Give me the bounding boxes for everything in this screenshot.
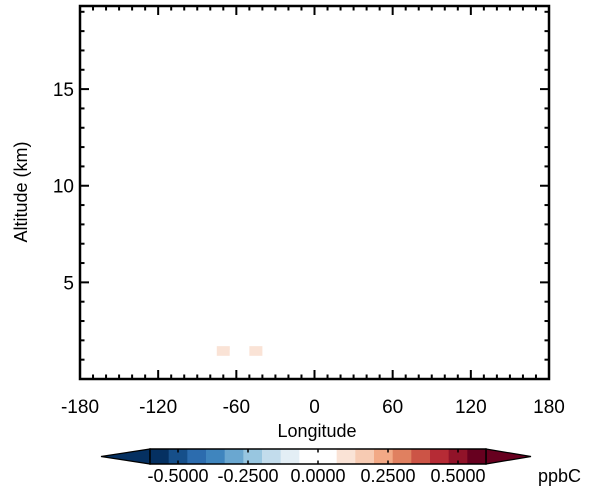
heatmap-cell-1 <box>223 336 230 379</box>
x-tick-label: 120 <box>455 397 487 418</box>
colorbar-tick-label: 0.2500 <box>360 466 415 486</box>
x-tick-label: 0 <box>309 397 320 418</box>
colorbar-tick-label: 0.5000 <box>430 466 485 486</box>
x-tick-label: 60 <box>382 397 403 418</box>
colorbar-swatch-8 <box>299 449 319 464</box>
x-tick-label: 180 <box>533 397 565 418</box>
heatmap-cell-4 <box>236 353 243 379</box>
colorbar-swatch-12 <box>374 449 394 464</box>
y-axis-title: Altitude (km) <box>11 141 31 242</box>
colorbar-over-extension <box>485 448 532 465</box>
colorbar: -0.5000 -0.2500 0.0000 0.2500 0.5000 <box>100 448 532 486</box>
axis-ticks <box>79 6 550 379</box>
colorbar-swatch-9 <box>318 449 338 464</box>
heatmap-cell-7 <box>255 336 263 379</box>
y-tick-label: 15 <box>53 80 74 101</box>
colorbar-under-extension <box>100 448 151 465</box>
x-tick-label: -60 <box>223 397 250 418</box>
axis-tick-labels: -180 -120 -60 0 60 120 180 5 10 15 <box>53 80 565 418</box>
x-axis-title: Longitude <box>277 421 356 441</box>
heatmap-cell-2 <box>216 346 230 356</box>
colorbar-swatch-11 <box>355 449 375 464</box>
colorbar-tick-label: -0.2500 <box>217 466 278 486</box>
colorbar-swatch-5 <box>243 449 263 464</box>
colorbar-unit-label: ppbC <box>538 466 581 486</box>
colorbar-swatch-16 <box>448 449 468 464</box>
colorbar-swatch-6 <box>262 449 282 464</box>
colorbar-swatch-1 <box>168 449 188 464</box>
y-tick-label: 5 <box>63 273 74 294</box>
colorbar-swatch-2 <box>187 449 207 464</box>
heatmap-cell-3 <box>229 350 237 379</box>
colorbar-swatch-14 <box>411 449 431 464</box>
x-tick-label: -120 <box>139 397 177 418</box>
heatmap-cell-0 <box>216 336 224 379</box>
colorbar-swatch-7 <box>280 449 300 464</box>
plot-frame <box>78 4 551 381</box>
heatmap-cell-6 <box>249 336 256 379</box>
y-tick-label: 10 <box>53 177 74 198</box>
colorbar-swatch-4 <box>224 449 244 464</box>
colorbar-swatch-0 <box>150 449 170 464</box>
x-tick-label: -180 <box>61 397 99 418</box>
heatmap-cell-8 <box>249 346 263 356</box>
heatmap-cell-5 <box>242 348 250 379</box>
heatmap-cells <box>216 336 263 379</box>
colorbar-tick-label: -0.5000 <box>147 466 208 486</box>
colorbar-tick-label: 0.0000 <box>290 466 345 486</box>
colorbar-swatch-15 <box>430 449 450 464</box>
colorbar-swatch-10 <box>336 449 356 464</box>
colorbar-swatch-13 <box>392 449 412 464</box>
colorbar-swatch-3 <box>206 449 226 464</box>
colorbar-swatch-17 <box>467 449 487 464</box>
